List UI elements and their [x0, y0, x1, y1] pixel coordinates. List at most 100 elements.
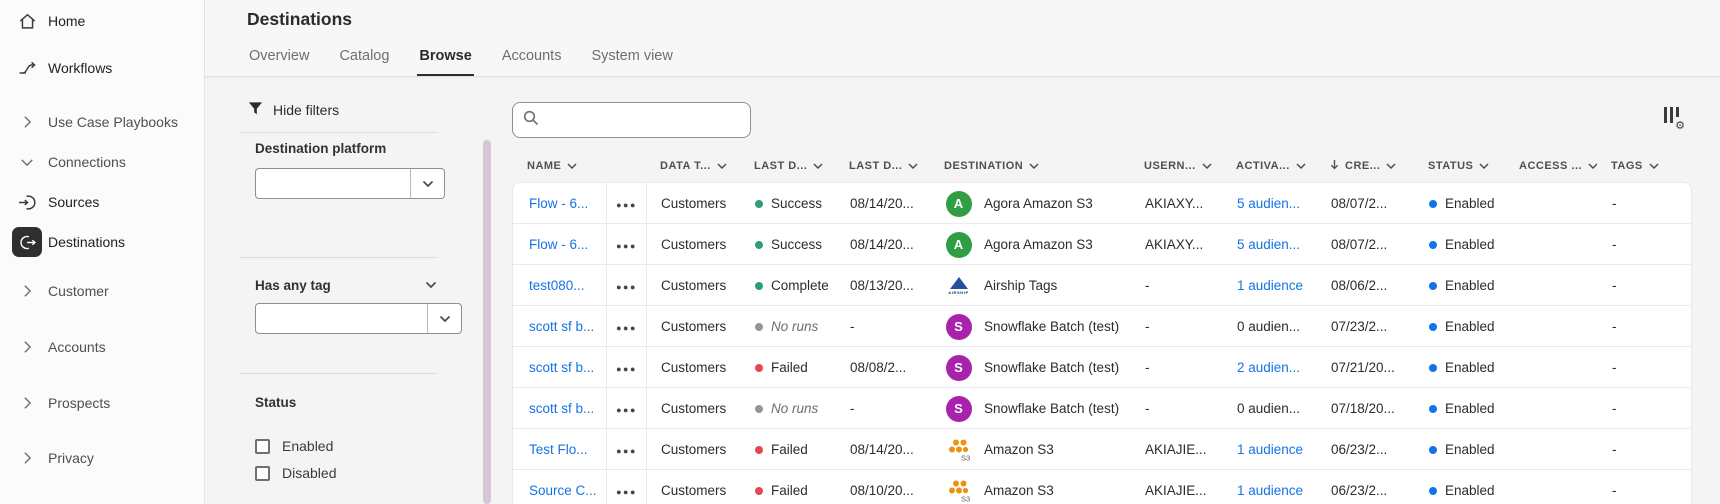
s3-logo: S3 — [945, 437, 972, 463]
column-header[interactable]: ACCESS ... — [1505, 160, 1597, 172]
activated-audiences-link: 0 audien... — [1237, 319, 1301, 334]
activated-audiences-link[interactable]: 1 audience — [1237, 483, 1304, 498]
chevron-down-icon[interactable] — [425, 276, 437, 294]
row-actions-button[interactable]: ●●● — [616, 237, 637, 252]
column-header[interactable]: NAME — [512, 160, 606, 172]
row-actions-button[interactable]: ●●● — [616, 483, 637, 498]
destination-name-link[interactable]: scott sf b... — [529, 401, 595, 416]
tab[interactable]: Accounts — [500, 39, 564, 76]
column-header[interactable]: DESTINATION — [930, 160, 1130, 172]
last-dataflow-run-status-cell: Success — [741, 196, 836, 211]
destinations-icon — [11, 227, 43, 257]
destination-name-link[interactable]: Test Flo... — [529, 442, 588, 457]
destination-platform-select[interactable] — [255, 168, 445, 199]
destination-platform-name: Snowflake Batch (test) — [984, 319, 1120, 334]
table-row: Test Flo... ●●● Customers Failed 08/14/2… — [513, 429, 1691, 470]
tag-select[interactable] — [255, 303, 462, 334]
column-header-label: CRE... — [1345, 160, 1381, 172]
status-filter-option[interactable]: Disabled — [255, 465, 336, 481]
username-cell: - — [1145, 401, 1150, 416]
column-header[interactable]: LAST D... — [740, 160, 835, 172]
data-type-cell: Customers — [661, 237, 727, 252]
activated-audiences-link[interactable]: 5 audien... — [1237, 196, 1301, 211]
sidebar-item[interactable]: Home — [0, 4, 205, 38]
search-input[interactable] — [547, 103, 750, 137]
tab[interactable]: Overview — [247, 39, 311, 76]
column-header[interactable]: STATUS — [1414, 160, 1505, 172]
sidebar-item-label: Customer — [48, 283, 109, 299]
row-actions-button[interactable]: ●●● — [616, 360, 637, 375]
run-status-dot — [755, 486, 763, 495]
column-header[interactable]: TAGS — [1597, 160, 1692, 172]
chevron-down-icon — [1386, 160, 1396, 172]
sidebar-item[interactable]: Privacy — [0, 441, 205, 475]
sidebar-item[interactable]: Sources — [0, 185, 205, 219]
last-dataflow-run-date-cell: 08/13/20... — [850, 278, 914, 293]
sidebar-item[interactable]: Prospects — [0, 386, 205, 420]
destination-name-link[interactable]: Flow - 6... — [529, 237, 589, 252]
column-header[interactable]: CRE... — [1318, 159, 1414, 173]
status-filter-option[interactable]: Enabled — [255, 438, 333, 454]
activated-audiences-link[interactable]: 1 audience — [1237, 278, 1304, 293]
column-header[interactable]: DATA T... — [646, 160, 740, 172]
activated-audiences-link[interactable]: 1 audience — [1237, 442, 1304, 457]
row-actions-button[interactable]: ●●● — [616, 401, 637, 416]
sidebar-item[interactable]: Workflows — [0, 51, 205, 85]
table-row: Source C... ●●● Customers Failed 08/10/2… — [513, 470, 1691, 504]
username-cell: - — [1145, 360, 1150, 375]
chevron-down-icon — [11, 158, 43, 167]
tab[interactable]: System view — [589, 39, 674, 76]
chevron-down-icon — [1202, 160, 1212, 172]
column-header[interactable]: ACTIVA... — [1222, 160, 1318, 172]
sidebar-item[interactable]: Use Case Playbooks — [0, 105, 205, 139]
created-cell: 08/07/2... — [1331, 196, 1388, 211]
row-actions-button[interactable]: ●●● — [616, 196, 637, 211]
column-settings-button[interactable]: ⚙ — [1658, 102, 1686, 132]
checkbox[interactable] — [255, 465, 270, 481]
tags-cell: - — [1612, 237, 1617, 252]
column-header[interactable]: USERN... — [1130, 160, 1222, 172]
row-actions-button[interactable]: ●●● — [616, 278, 637, 293]
search-input-box[interactable] — [512, 102, 751, 138]
created-cell: 08/06/2... — [1331, 278, 1388, 293]
last-dataflow-run-status-cell: Completed — [741, 278, 836, 293]
destination-platform-name: Agora Amazon S3 — [984, 237, 1093, 252]
hide-filters-button[interactable]: Hide filters — [248, 101, 339, 119]
tab[interactable]: Catalog — [337, 39, 391, 76]
created-cell: 08/07/2... — [1331, 237, 1388, 252]
sidebar-item[interactable]: Customer — [0, 274, 205, 308]
tags-cell: - — [1612, 196, 1617, 211]
destination-name-link[interactable]: scott sf b... — [529, 360, 595, 375]
sidebar-item[interactable]: Connections — [0, 145, 205, 179]
row-actions-button[interactable]: ●●● — [616, 442, 637, 457]
last-dataflow-run-status-cell: Failed — [741, 483, 836, 498]
last-dataflow-run-status-cell: Failed — [741, 442, 836, 457]
status-dot — [1429, 445, 1437, 454]
destination-name-link[interactable]: Source C... — [529, 483, 597, 498]
activated-audiences-link[interactable]: 2 audien... — [1237, 360, 1301, 375]
table-row: scott sf b... ●●● Customers No runs - S … — [513, 388, 1691, 429]
created-cell: 07/23/2... — [1331, 319, 1388, 334]
sidebar-item[interactable]: Destinations — [0, 225, 205, 259]
table-vertical-scrollbar[interactable] — [483, 140, 491, 504]
row-actions-button[interactable]: ●●● — [616, 319, 637, 334]
status-label: Enabled — [1445, 401, 1495, 416]
destination-name-link[interactable]: scott sf b... — [529, 319, 595, 334]
activated-audiences-link[interactable]: 5 audien... — [1237, 237, 1301, 252]
snowflake-avatar: S — [945, 354, 972, 381]
chevron-down-icon — [717, 160, 727, 172]
created-cell: 07/18/20... — [1331, 401, 1395, 416]
column-header-label: ACTIVA... — [1236, 160, 1290, 172]
destination-name-link[interactable]: Flow - 6... — [529, 196, 589, 211]
sidebar-item[interactable]: Accounts — [0, 330, 205, 364]
page-header: Destinations Overview Catalog Browse Accoun… — [205, 0, 1720, 77]
destination-platform-name: Amazon S3 — [984, 483, 1054, 498]
tab[interactable]: Browse — [417, 39, 474, 76]
run-status-dot — [755, 281, 763, 290]
more-actions-icon: ●●● — [616, 446, 637, 456]
agora-avatar: A — [945, 231, 972, 258]
checkbox[interactable] — [255, 438, 270, 454]
column-header[interactable]: LAST D... — [835, 160, 930, 172]
destination-name-link[interactable]: test080... — [529, 278, 585, 293]
chevron-down-icon — [1296, 160, 1306, 172]
